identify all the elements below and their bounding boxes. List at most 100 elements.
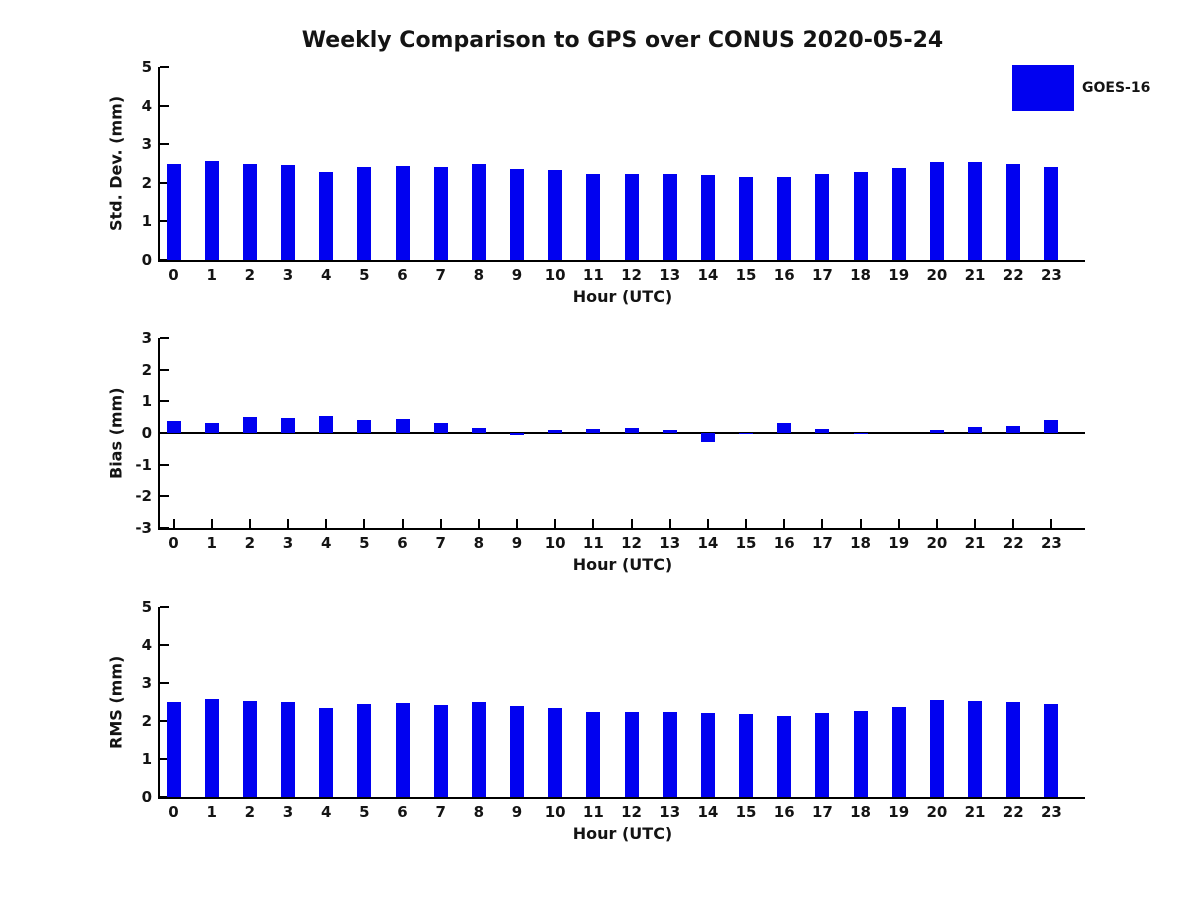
y-tick (160, 606, 169, 608)
bar-hour-8 (471, 163, 486, 260)
legend-swatch-goes16 (1012, 65, 1074, 111)
y-tick (160, 720, 169, 722)
x-tick-label: 19 (888, 266, 910, 284)
bar-hour-4 (319, 415, 334, 433)
bar-hour-5 (357, 419, 372, 433)
x-tick-label: 15 (735, 266, 757, 284)
x-tick-label: 1 (206, 534, 217, 552)
y-tick (160, 527, 169, 529)
x-tick-label: 10 (544, 803, 566, 821)
y-tick (160, 495, 169, 498)
x-tick-label: 9 (511, 266, 523, 284)
x-tick-label: 18 (850, 534, 871, 552)
bar-hour-3 (281, 702, 295, 797)
x-tick-label: 17 (811, 803, 833, 821)
bar-hour-7 (433, 166, 448, 260)
x-axis-label: Hour (UTC) (572, 555, 673, 574)
x-tick-label: 6 (397, 803, 408, 821)
zero-line (160, 432, 1085, 434)
bar-hour-10 (548, 170, 563, 260)
y-tick-label: 5 (141, 58, 152, 76)
x-tick-label: 13 (659, 534, 681, 552)
y-tick (160, 220, 169, 223)
bar-hour-8 (471, 428, 486, 433)
x-tick (668, 519, 671, 528)
bar-hour-2 (242, 163, 257, 260)
x-tick (554, 519, 557, 528)
y-axis-line (158, 607, 160, 799)
x-tick-label: 16 (773, 534, 795, 552)
y-tick-label: 2 (141, 360, 152, 379)
subplot-rms: RMS (mm) Hour (UTC) 0 1 2 3 4 5 0 1 2 3 4 5 6 7 8 9 10 11… (107, 598, 1085, 843)
x-tick-label: 5 (359, 266, 370, 284)
y-tick-label: 3 (141, 135, 152, 154)
x-tick (630, 519, 633, 528)
bar-hour-12 (624, 427, 639, 433)
bar-hour-18 (853, 433, 868, 434)
bar-hour-17 (815, 713, 830, 797)
y-tick (160, 644, 169, 646)
bar-hour-20 (929, 162, 944, 260)
x-tick-label: 7 (435, 803, 446, 821)
x-tick (401, 519, 404, 528)
x-tick (974, 519, 977, 528)
x-tick (210, 519, 213, 528)
x-tick-label: 15 (735, 534, 757, 552)
x-tick-label: 20 (926, 534, 948, 552)
x-tick (935, 519, 938, 528)
x-tick-label: 23 (1040, 266, 1062, 284)
x-tick-label: 15 (735, 803, 757, 821)
y-tick-label: 1 (141, 392, 152, 411)
y-tick-label: -2 (135, 487, 152, 506)
x-tick-label: 12 (621, 534, 642, 552)
y-tick-label: 0 (141, 251, 152, 269)
bar-hour-11 (586, 173, 601, 260)
x-axis-line (158, 528, 1085, 530)
bar-hour-1 (204, 422, 219, 433)
x-tick-label: 10 (544, 534, 566, 552)
y-tick-label: 1 (141, 750, 152, 768)
x-tick-label: 0 (168, 534, 179, 552)
y-tick (160, 337, 169, 339)
bar-hour-18 (853, 171, 868, 260)
x-tick (745, 519, 748, 528)
x-tick-label: 21 (964, 534, 986, 552)
bar-hour-10 (548, 429, 563, 433)
bar-hour-22 (1006, 425, 1021, 433)
legend: GOES-16 (1012, 65, 1150, 111)
bar-hour-13 (662, 173, 677, 260)
y-tick-label: 3 (141, 674, 152, 692)
x-tick-label: 0 (168, 803, 179, 821)
x-tick-label: 8 (473, 266, 485, 284)
y-axis-line (158, 67, 160, 262)
x-tick-label: 20 (926, 266, 948, 284)
bar-hour-20 (929, 700, 944, 797)
x-tick-label: 2 (244, 803, 256, 821)
x-tick-label: 16 (773, 266, 795, 284)
x-axis-line (158, 260, 1085, 262)
x-tick-label: 9 (511, 803, 523, 821)
y-tick (160, 463, 169, 466)
bar-hour-12 (624, 711, 639, 797)
bar-hour-3 (281, 165, 295, 260)
x-tick-label: 1 (206, 266, 217, 284)
bar-hour-18 (853, 710, 868, 797)
bar-hour-5 (357, 703, 372, 797)
x-tick (1012, 519, 1015, 528)
y-tick-label: 0 (141, 788, 152, 806)
x-tick-label: 11 (582, 266, 604, 284)
x-tick-label: 4 (320, 266, 332, 284)
y-tick-label: 0 (141, 424, 152, 442)
x-tick-label: 14 (697, 803, 719, 821)
x-tick-label: 1 (206, 803, 217, 821)
y-axis-line (158, 338, 160, 530)
x-tick-label: 23 (1040, 803, 1062, 821)
x-tick-label: 2 (244, 266, 256, 284)
x-tick-label: 14 (697, 266, 719, 284)
x-tick-label: 4 (320, 534, 332, 552)
x-tick-label: 19 (888, 803, 910, 821)
y-tick (160, 143, 169, 146)
x-tick-label: 21 (964, 803, 986, 821)
